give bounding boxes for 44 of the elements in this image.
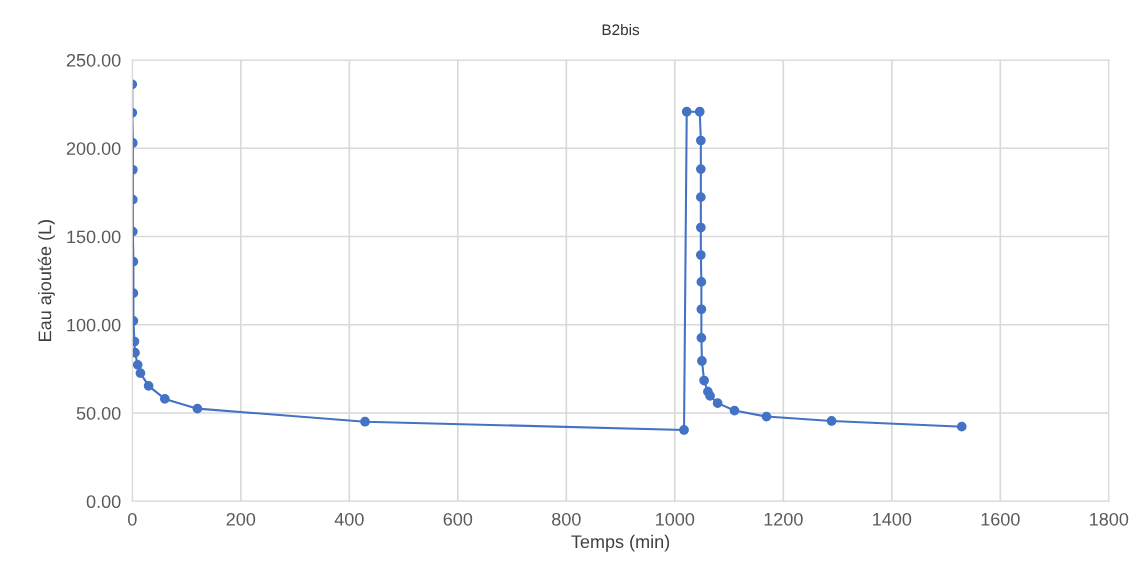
point	[360, 416, 370, 427]
point	[696, 304, 707, 315]
point	[695, 164, 706, 174]
x-tick-label: 1200	[764, 512, 803, 526]
point	[697, 356, 707, 366]
y-tick-label: 50.00	[76, 406, 121, 420]
point	[192, 403, 203, 414]
point	[695, 192, 706, 203]
point	[826, 416, 837, 426]
y-tick-label: 0.00	[86, 495, 121, 509]
point	[694, 106, 705, 117]
point	[681, 106, 692, 117]
y-tick-label: 100.00	[67, 318, 121, 332]
point	[712, 398, 723, 409]
point	[695, 135, 706, 146]
x-tick-label: 600	[443, 512, 473, 526]
x-tick-label: 1800	[1090, 512, 1129, 526]
point	[695, 222, 706, 233]
x-tick-label: 1400	[873, 512, 912, 526]
x-tick-label: 400	[334, 512, 364, 526]
point	[159, 394, 170, 404]
x-tick-label: 200	[226, 512, 256, 526]
y-axis-title: Eau ajoutée (L)	[37, 220, 55, 341]
x-axis-title: Temps (min)	[571, 534, 670, 552]
point	[705, 391, 715, 401]
point	[135, 368, 146, 379]
x-tick-label: 0	[127, 512, 137, 526]
point	[143, 380, 154, 391]
point	[761, 411, 772, 422]
point	[696, 277, 707, 287]
point	[695, 250, 706, 260]
x-tick-label: 800	[552, 512, 581, 526]
y-tick-label: 200.00	[66, 142, 121, 155]
point	[696, 332, 707, 343]
point	[956, 421, 967, 432]
point	[729, 405, 740, 416]
point	[699, 375, 709, 386]
x-tick-label: 1000	[656, 512, 695, 526]
y-tick-label: 150.00	[67, 230, 121, 244]
point	[679, 425, 689, 435]
x-tick-label: 1600	[981, 512, 1020, 526]
chart-title: B2bis	[602, 23, 640, 36]
y-tick-label: 250.00	[66, 53, 121, 67]
point	[132, 359, 143, 370]
